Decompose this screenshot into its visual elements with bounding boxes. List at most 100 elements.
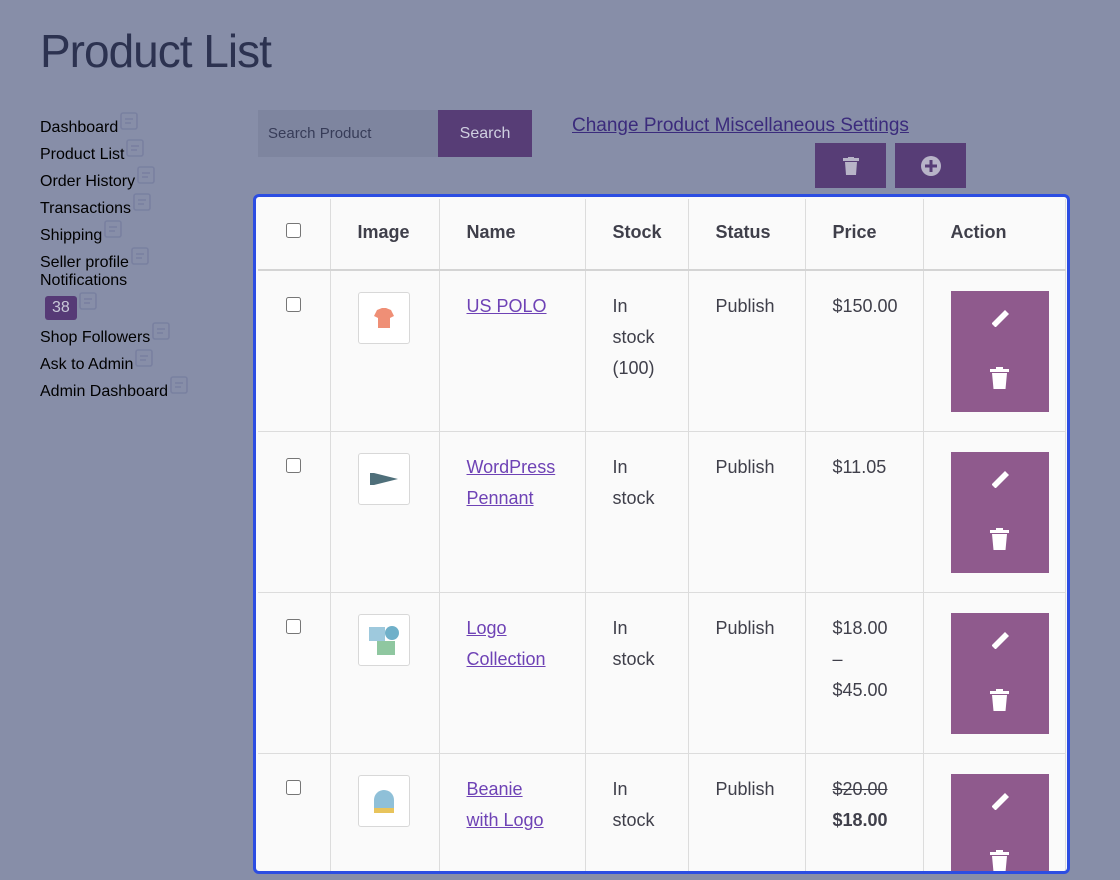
sidebar-label: Shipping xyxy=(40,227,103,244)
header-cell xyxy=(258,199,331,271)
price: $18.00 – $45.00 xyxy=(832,618,888,700)
price: $150.00 xyxy=(832,296,898,316)
add-button[interactable] xyxy=(895,143,966,188)
action-cell xyxy=(922,431,1066,593)
stock-cell: In stock (100) xyxy=(584,269,689,432)
sidebar-item[interactable]: Dashboard xyxy=(40,110,202,137)
action-cell xyxy=(922,753,1066,871)
product-name-link[interactable]: Beanie with Logo xyxy=(466,779,544,830)
delete-button[interactable] xyxy=(990,366,1009,399)
action-cell xyxy=(922,269,1066,432)
image-cell xyxy=(329,269,440,432)
sidebar-label: Product List xyxy=(40,146,125,163)
settings-link[interactable]: Change Product Miscellaneous Settings xyxy=(572,115,909,136)
row-checkbox[interactable] xyxy=(286,297,301,312)
product-row: Beanie with Logo In stock Publish $20.00 $18… xyxy=(258,753,1066,871)
sidebar-item[interactable]: Shop Followers xyxy=(40,320,202,347)
sidebar-item[interactable]: Notifications 38 xyxy=(40,272,202,320)
stock-cell: In stock xyxy=(584,431,689,593)
sidebar-label: Notifications xyxy=(40,272,128,289)
name-cell: WordPress Pennant xyxy=(438,431,586,593)
product-name-link[interactable]: Logo Collection xyxy=(466,618,546,669)
checkbox-cell xyxy=(258,431,331,593)
image-cell xyxy=(329,592,440,754)
edit-button[interactable] xyxy=(988,305,1012,341)
search-input[interactable] xyxy=(258,110,438,157)
product-name-link[interactable]: WordPress Pennant xyxy=(466,457,556,508)
price-cell: $150.00 xyxy=(804,269,924,432)
header-cell: Image xyxy=(329,199,440,271)
sidebar-label: Dashboard xyxy=(40,119,119,136)
select-all-checkbox[interactable] xyxy=(286,223,301,238)
action-cell xyxy=(922,592,1066,754)
page-title: Product List xyxy=(40,25,272,77)
row-checkbox[interactable] xyxy=(286,619,301,634)
action-box xyxy=(950,774,1049,871)
sidebar: Dashboard Product List Order History Transa… xyxy=(40,110,202,401)
price-cell: $18.00 – $45.00 xyxy=(804,592,924,754)
status-cell: Publish xyxy=(687,269,806,432)
action-box xyxy=(950,613,1049,734)
name-cell: Beanie with Logo xyxy=(438,753,586,871)
sidebar-item[interactable]: Transactions xyxy=(40,191,202,218)
product-row: Logo Collection In stock Publish $18.00 – $… xyxy=(258,592,1066,754)
status-cell: Publish xyxy=(687,431,806,593)
checkbox-cell xyxy=(258,592,331,754)
image-cell xyxy=(329,753,440,871)
product-thumbnail xyxy=(357,614,410,666)
sidebar-label: Shop Followers xyxy=(40,329,151,346)
header-cell: Stock xyxy=(584,199,689,271)
product-table: Image Name Stock Status Price Action US POLO I… xyxy=(258,199,1066,871)
delete-button[interactable] xyxy=(990,849,1009,871)
product-thumbnail xyxy=(357,775,410,827)
delete-button[interactable] xyxy=(990,527,1009,560)
sidebar-label: Order History xyxy=(40,173,136,190)
delete-button[interactable] xyxy=(990,688,1009,721)
checkbox-cell xyxy=(258,269,331,432)
header-cell: Price xyxy=(804,199,924,271)
row-checkbox[interactable] xyxy=(286,780,301,795)
notification-badge: 38 xyxy=(45,296,77,320)
sidebar-item[interactable]: Order History xyxy=(40,164,202,191)
sidebar-item[interactable]: Product List xyxy=(40,137,202,164)
row-checkbox[interactable] xyxy=(286,458,301,473)
edit-button[interactable] xyxy=(988,466,1012,502)
sidebar-item[interactable]: Ask to Admin xyxy=(40,347,202,374)
image-cell xyxy=(329,431,440,593)
sidebar-label: Ask to Admin xyxy=(40,356,134,373)
edit-button[interactable] xyxy=(988,627,1012,663)
stock-cell: In stock xyxy=(584,753,689,871)
sidebar-item[interactable]: Seller profile xyxy=(40,245,202,272)
name-cell: US POLO xyxy=(438,269,586,432)
status-cell: Publish xyxy=(687,753,806,871)
sidebar-label: Seller profile xyxy=(40,254,129,271)
sale-price: $18.00 xyxy=(832,810,888,830)
product-row: US POLO In stock (100) Publish $150.00 xyxy=(258,269,1066,432)
price: $11.05 xyxy=(832,457,887,477)
checkbox-cell xyxy=(258,753,331,871)
status-cell: Publish xyxy=(687,592,806,754)
stock-cell: In stock xyxy=(584,592,689,754)
product-name-link[interactable]: US POLO xyxy=(466,296,547,316)
bulk-delete-button[interactable] xyxy=(815,143,886,188)
price-cell: $11.05 xyxy=(804,431,924,593)
product-thumbnail xyxy=(357,292,410,344)
sidebar-item[interactable]: Shipping xyxy=(40,218,202,245)
price-cell: $20.00 $18.00 xyxy=(804,753,924,871)
sidebar-label: Admin Dashboard xyxy=(40,383,169,400)
product-table-panel: Image Name Stock Status Price Action US POLO I… xyxy=(253,194,1070,874)
action-box xyxy=(950,291,1049,412)
search-button[interactable]: Search xyxy=(438,110,532,157)
name-cell: Logo Collection xyxy=(438,592,586,754)
sidebar-label: Transactions xyxy=(40,200,131,217)
header-cell: Action xyxy=(922,199,1066,271)
edit-button[interactable] xyxy=(988,788,1012,824)
regular-price: $20.00 xyxy=(832,779,888,799)
product-thumbnail xyxy=(357,453,410,505)
product-row: WordPress Pennant In stock Publish $11.05 xyxy=(258,431,1066,593)
sidebar-item[interactable]: Admin Dashboard xyxy=(40,374,202,401)
header-cell: Name xyxy=(438,199,586,271)
action-box xyxy=(950,452,1049,573)
header-cell: Status xyxy=(687,199,806,271)
